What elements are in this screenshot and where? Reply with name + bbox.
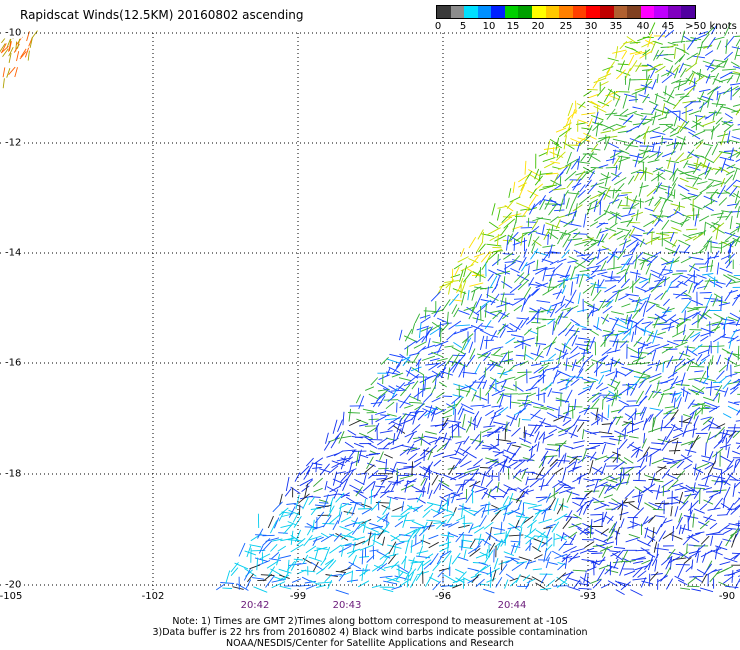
wind-speed-colorbar xyxy=(436,5,696,19)
lat-label-14: -14 xyxy=(4,247,23,259)
colorbar-swatch xyxy=(586,6,600,18)
colorbar-swatch xyxy=(518,6,533,18)
map-grid xyxy=(0,32,740,590)
colorbar-swatch xyxy=(477,6,492,18)
note-line-3: NOAA/NESDIS/Center for Satellite Applica… xyxy=(226,638,514,649)
time-label-2044: 20:44 xyxy=(497,600,527,611)
colorbar-swatch xyxy=(681,6,695,18)
colorbar-label: 40 xyxy=(636,21,650,32)
lat-label-12: -12 xyxy=(4,137,23,149)
lon-label-96: -96 xyxy=(434,591,452,602)
colorbar-swatch xyxy=(559,6,573,18)
colorbar-label: 20 xyxy=(531,21,545,32)
lat-label-16: -16 xyxy=(4,357,23,369)
colorbar-swatch xyxy=(667,6,682,18)
time-label-2042: 20:42 xyxy=(240,600,270,611)
colorbar-label: 10 xyxy=(482,21,496,32)
colorbar-swatch xyxy=(613,6,628,18)
colorbar-swatch xyxy=(640,6,655,18)
lon-label-105: -105 xyxy=(0,591,23,602)
colorbar-label: 35 xyxy=(609,21,623,32)
colorbar-swatch xyxy=(532,6,546,18)
colorbar-label: 45 xyxy=(661,21,675,32)
colorbar-swatch xyxy=(450,6,465,18)
lon-label-102: -102 xyxy=(141,591,165,602)
colorbar-swatch xyxy=(627,6,641,18)
time-label-2043: 20:43 xyxy=(332,600,362,611)
lon-label-99: -99 xyxy=(289,591,307,602)
colorbar-label: 30 xyxy=(584,21,598,32)
colorbar-label: 15 xyxy=(506,21,520,32)
lat-label-10: -10 xyxy=(4,27,23,39)
colorbar-swatch xyxy=(599,6,614,18)
colorbar-swatch xyxy=(491,6,505,18)
note-line-1: Note: 1) Times are GMT 2)Times along bot… xyxy=(172,616,568,627)
colorbar-swatch xyxy=(545,6,560,18)
colorbar-swatch xyxy=(464,6,478,18)
map-title: Rapidscat Winds(12.5KM) 20160802 ascendi… xyxy=(20,8,304,22)
lon-label-93: -93 xyxy=(579,591,597,602)
note-line-2: 3)Data buffer is 22 hrs from 20160802 4)… xyxy=(152,627,588,638)
lat-label-20: -20 xyxy=(4,579,23,591)
lat-label-18: -18 xyxy=(4,468,23,480)
map-notes: Note: 1) Times are GMT 2)Times along bot… xyxy=(0,616,740,649)
colorbar-swatch xyxy=(572,6,587,18)
colorbar-swatch xyxy=(437,6,451,18)
wind-barbs xyxy=(0,22,740,597)
colorbar-swatch xyxy=(654,6,668,18)
colorbar-label: >50 knots xyxy=(685,21,737,32)
colorbar-swatch xyxy=(504,6,519,18)
colorbar-label: 5 xyxy=(459,21,467,32)
colorbar-label: 0 xyxy=(434,21,442,32)
colorbar-label: 25 xyxy=(559,21,573,32)
lon-label-90: -90 xyxy=(718,591,736,602)
